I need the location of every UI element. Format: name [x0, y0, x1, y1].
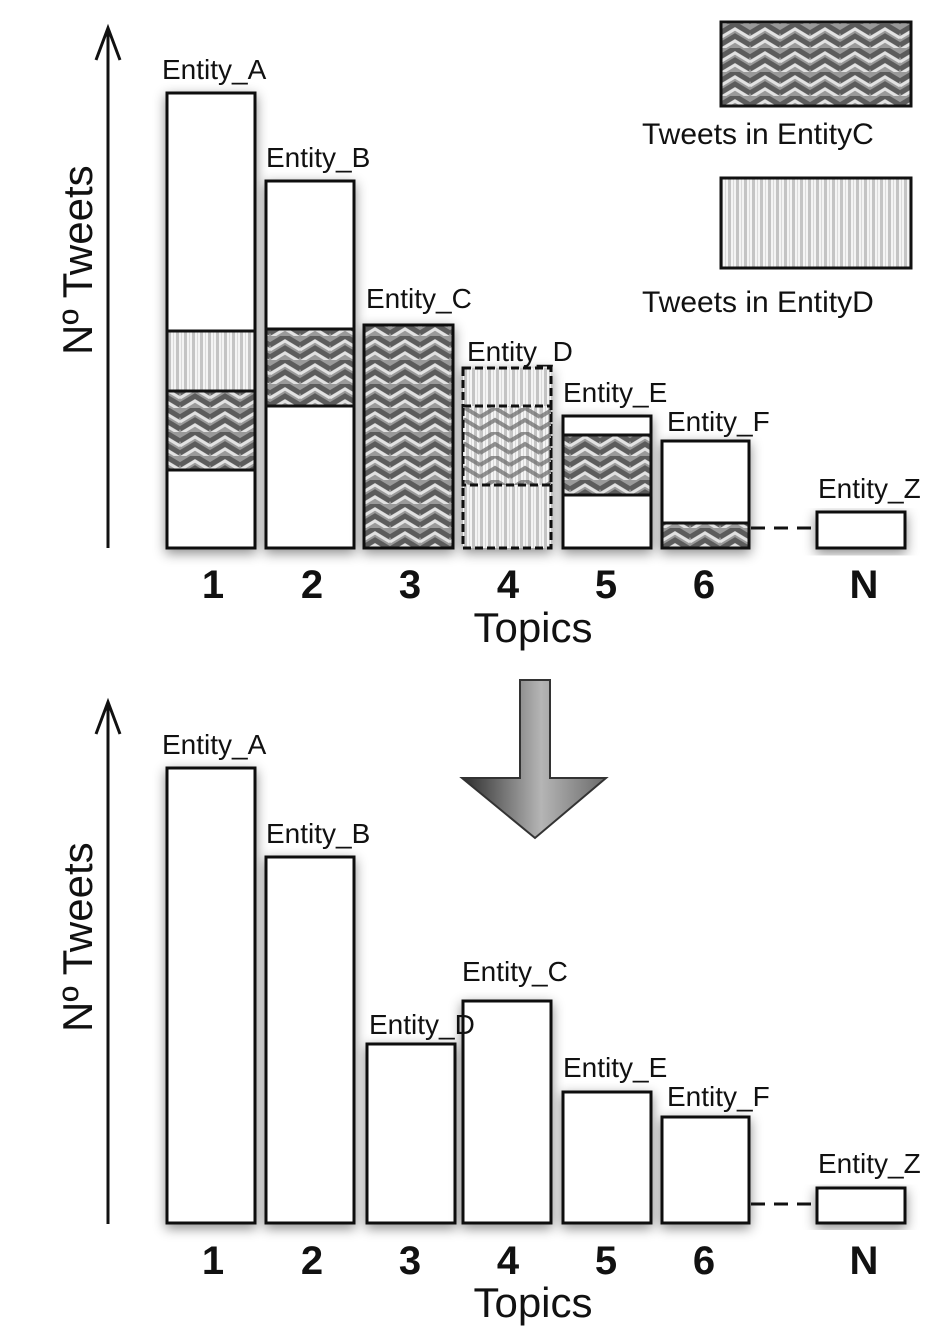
- bottom-bar-1-label: Entity_A: [162, 729, 267, 760]
- bottom-bar-4: [461, 999, 553, 1225]
- top-bar-2-label: Entity_B: [266, 142, 370, 173]
- bottom-x-axis-title: Topics: [473, 1279, 592, 1326]
- top-tick-2: 2: [301, 563, 323, 607]
- top-bar-3-label: Entity_C: [366, 283, 472, 314]
- legend-entityd-label: Tweets in EntityD: [642, 286, 874, 319]
- bottom-tick-1: 1: [202, 1239, 224, 1283]
- top-bar-6-label: Entity_F: [667, 406, 770, 437]
- legend-entityc-swatch: [719, 20, 913, 108]
- legend-entityc-label: Tweets in EntityC: [642, 118, 874, 151]
- top-bar-1-entityd-segment: [165, 329, 257, 393]
- top-tick-3: 3: [399, 563, 421, 607]
- bottom-bar-n: [815, 1186, 907, 1225]
- bottom-bar-4-label: Entity_C: [462, 956, 568, 987]
- bottom-panel: Nº Tweets Entity_A Entity_B Entity_D Ent…: [54, 697, 921, 1326]
- bottom-bar-5: [561, 1090, 653, 1225]
- top-bar-3: [362, 323, 455, 550]
- top-tick-4: 4: [497, 563, 520, 607]
- bottom-bar-2: [264, 855, 356, 1225]
- bottom-tick-4: 4: [497, 1239, 520, 1283]
- bottom-bar-6: [660, 1115, 751, 1225]
- bottom-y-axis-title: Nº Tweets: [54, 842, 101, 1032]
- bottom-y-axis-arrowhead: [94, 697, 122, 735]
- legend-entityd-swatch: [719, 176, 913, 270]
- bottom-bar-1: [165, 766, 257, 1225]
- bottom-bar-2-label: Entity_B: [266, 818, 370, 849]
- top-bar-5-label: Entity_E: [563, 377, 667, 408]
- bottom-tick-5: 5: [595, 1239, 617, 1283]
- top-x-axis-title: Topics: [473, 604, 592, 651]
- top-bar-1-label: Entity_A: [162, 54, 267, 85]
- bottom-bar-3-label: Entity_D: [369, 1009, 475, 1040]
- bottom-bar-n-label: Entity_Z: [818, 1148, 921, 1179]
- top-tick-5: 5: [595, 563, 617, 607]
- legend: Tweets in EntityC Tweets in EntityD: [642, 20, 913, 319]
- top-bar-6-entityc-segment: [660, 521, 751, 550]
- top-y-axis-title: Nº Tweets: [54, 165, 101, 355]
- bottom-bar-3: [365, 1042, 457, 1225]
- top-bar-5-entityc-segment: [561, 433, 653, 497]
- bottom-bar-6-label: Entity_F: [667, 1081, 770, 1112]
- bottom-tick-n: N: [850, 1239, 879, 1283]
- top-bar-2-entityc-segment: [264, 327, 356, 408]
- top-bar-4-label: Entity_D: [467, 336, 573, 367]
- top-bar-n-label: Entity_Z: [818, 473, 921, 504]
- top-tick-1: 1: [202, 563, 224, 607]
- top-bar-4-mixed-segment: [461, 404, 553, 487]
- bottom-tick-3: 3: [399, 1239, 421, 1283]
- top-bar-1-entityc-segment: [165, 389, 257, 472]
- down-arrow-icon: [459, 679, 609, 840]
- top-panel: Nº Tweets: [54, 23, 921, 651]
- bottom-bar-5-label: Entity_E: [563, 1052, 667, 1083]
- top-bar-n: [815, 510, 907, 550]
- top-tick-n: N: [850, 563, 879, 607]
- top-y-axis-arrowhead: [94, 23, 122, 61]
- bottom-tick-2: 2: [301, 1239, 323, 1283]
- bottom-tick-6: 6: [693, 1239, 715, 1283]
- top-bar-1: [165, 91, 257, 550]
- top-tick-6: 6: [693, 563, 715, 607]
